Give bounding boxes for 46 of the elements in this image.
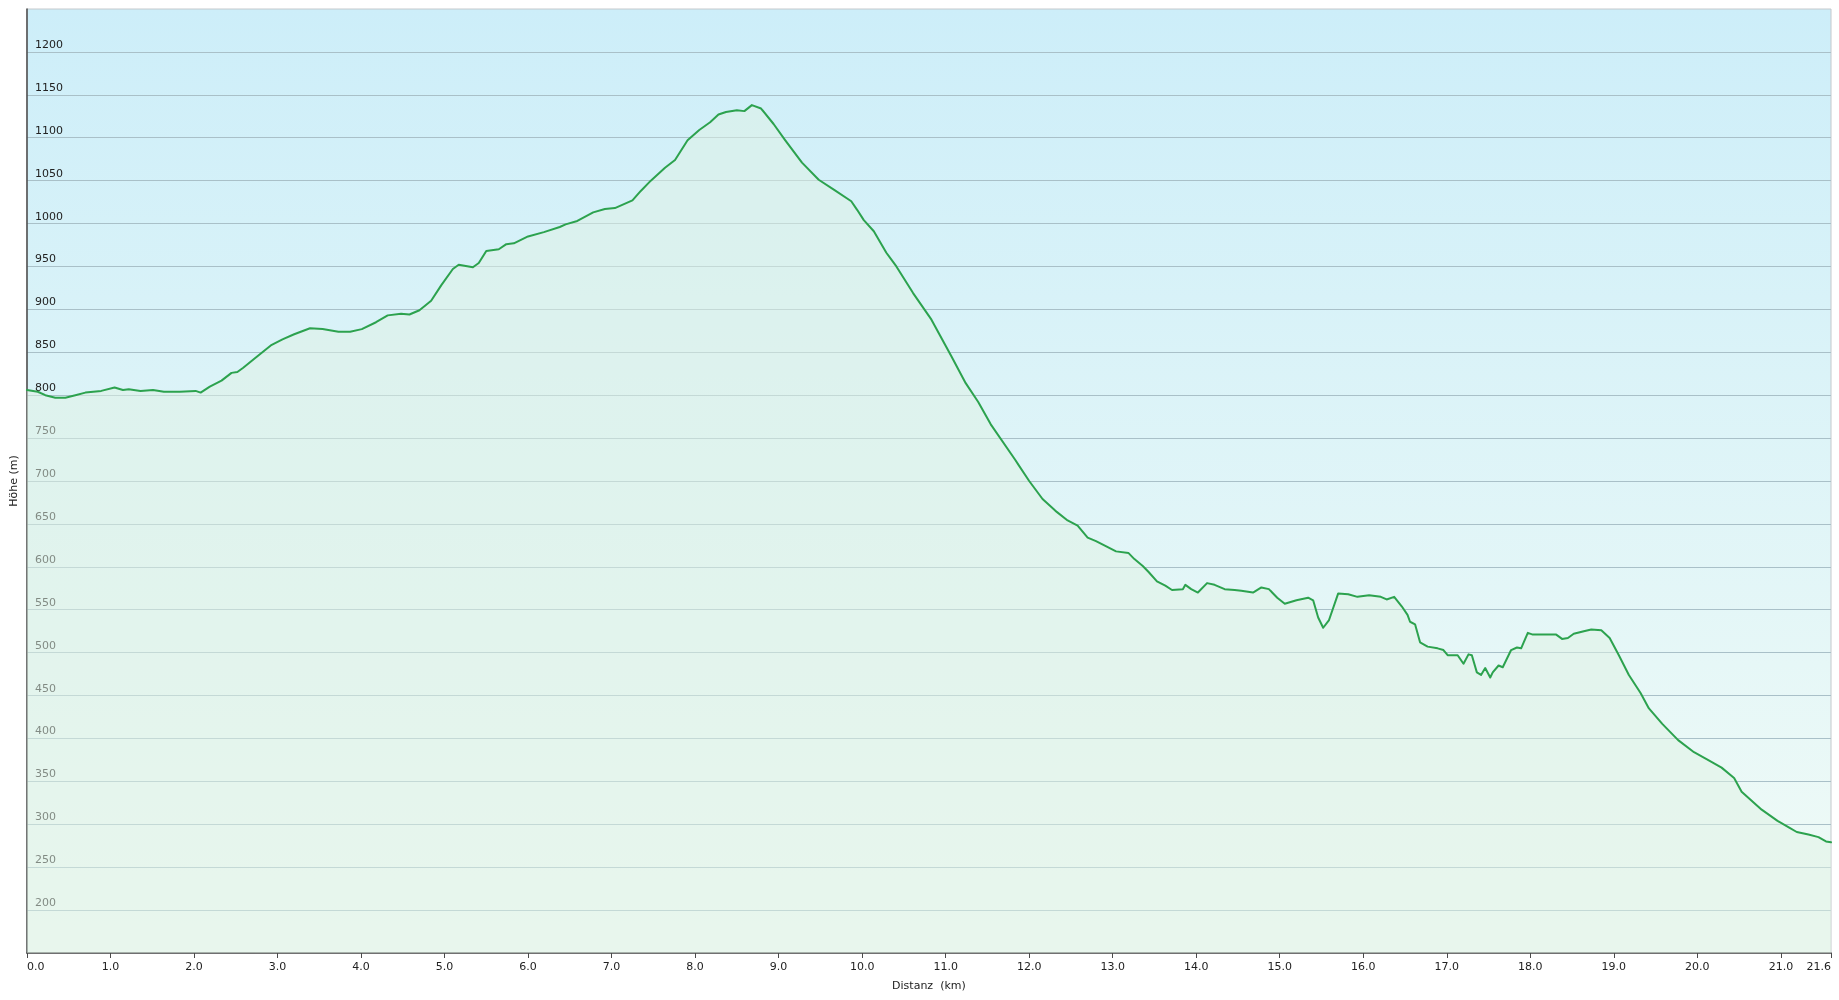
y-tick-label: 700 <box>34 467 56 480</box>
x-tick-label: 7.0 <box>602 960 621 973</box>
x-tick-label: 18.0 <box>1518 960 1543 973</box>
x-axis-title: Distanz (km) <box>892 979 966 992</box>
x-tick-label: 19.0 <box>1601 960 1627 973</box>
y-tick-label: 1150 <box>34 80 63 94</box>
y-tick-label: 900 <box>34 295 56 309</box>
x-tick-label: 4.0 <box>352 960 370 973</box>
y-tick-label: 1000 <box>34 209 63 223</box>
x-tick-label: 2.0 <box>185 960 203 973</box>
x-tick-label: 16.0 <box>1351 960 1376 973</box>
x-tick-label: 13.0 <box>1100 960 1125 973</box>
x-tick-label: 3.0 <box>268 960 287 973</box>
y-tick-label: 1050 <box>34 166 63 180</box>
x-tick-label: 11.0 <box>933 960 958 973</box>
y-axis-title: Höhe (m) <box>7 455 20 507</box>
x-tick-label: 17.0 <box>1434 960 1460 973</box>
x-tick-label: 21.0 <box>1768 960 1794 973</box>
y-tick-label: 250 <box>34 853 56 867</box>
y-tick-label: 300 <box>34 810 56 824</box>
y-tick-label: 550 <box>34 595 56 609</box>
y-tick-label: 600 <box>34 552 56 566</box>
y-tick-label: 800 <box>34 381 56 395</box>
x-tick-label: 12.0 <box>1016 960 1042 973</box>
x-tick-label: 6.0 <box>519 960 537 973</box>
y-tick-label: 350 <box>34 767 56 781</box>
x-tick-label: 15.0 <box>1267 960 1292 973</box>
y-tick-label: 1200 <box>34 37 63 51</box>
x-tick-label: 0.0 <box>26 960 45 973</box>
y-tick-label: 500 <box>34 638 56 652</box>
y-tick-label: 1100 <box>34 123 63 137</box>
y-tick-label: 850 <box>34 338 56 352</box>
x-tick-label: 10.0 <box>849 960 875 973</box>
x-tick-label: 20.0 <box>1685 960 1710 973</box>
y-tick-label: 200 <box>34 896 56 910</box>
y-tick-label: 950 <box>34 252 56 266</box>
y-tick-label: 450 <box>34 681 56 695</box>
y-tick-label: 400 <box>34 724 56 738</box>
x-tick-label: 14.0 <box>1183 960 1209 973</box>
y-tick-label: 750 <box>34 424 56 438</box>
y-tick-label: 650 <box>34 509 56 523</box>
x-tick-label: 5.0 <box>435 960 454 973</box>
x-tick-label: 9.0 <box>769 960 788 973</box>
x-tick-label: 8.0 <box>686 960 704 973</box>
x-tick-label: 21.6 <box>1806 960 1831 973</box>
x-tick-label: 1.0 <box>101 960 120 973</box>
